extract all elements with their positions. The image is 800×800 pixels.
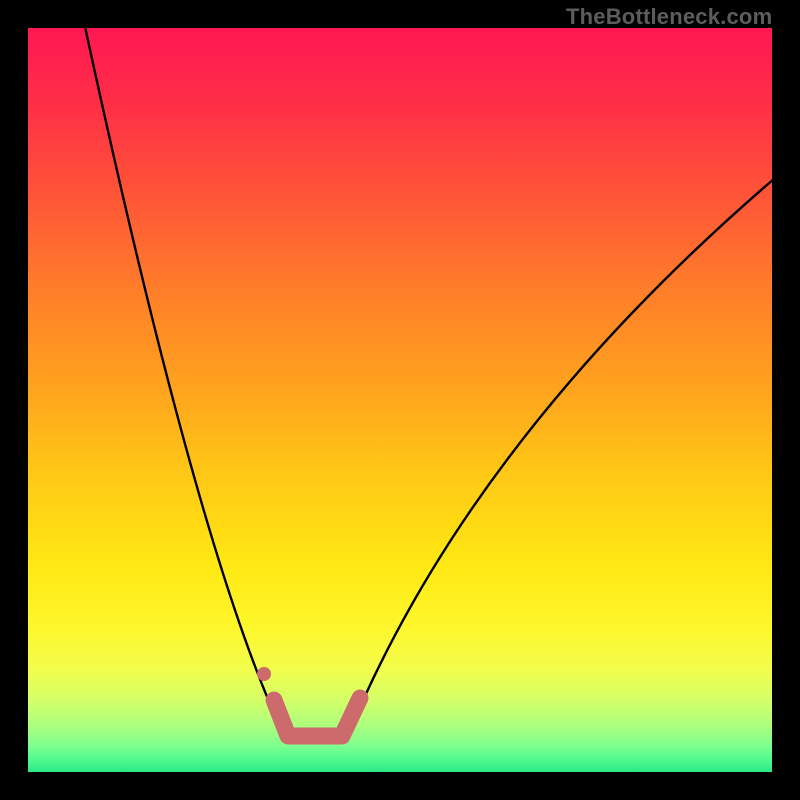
chart-frame [0, 0, 800, 800]
chart-svg [28, 28, 772, 772]
gradient-background [28, 28, 772, 772]
watermark-text: TheBottleneck.com [566, 4, 772, 30]
u-marker-dot [257, 667, 271, 681]
